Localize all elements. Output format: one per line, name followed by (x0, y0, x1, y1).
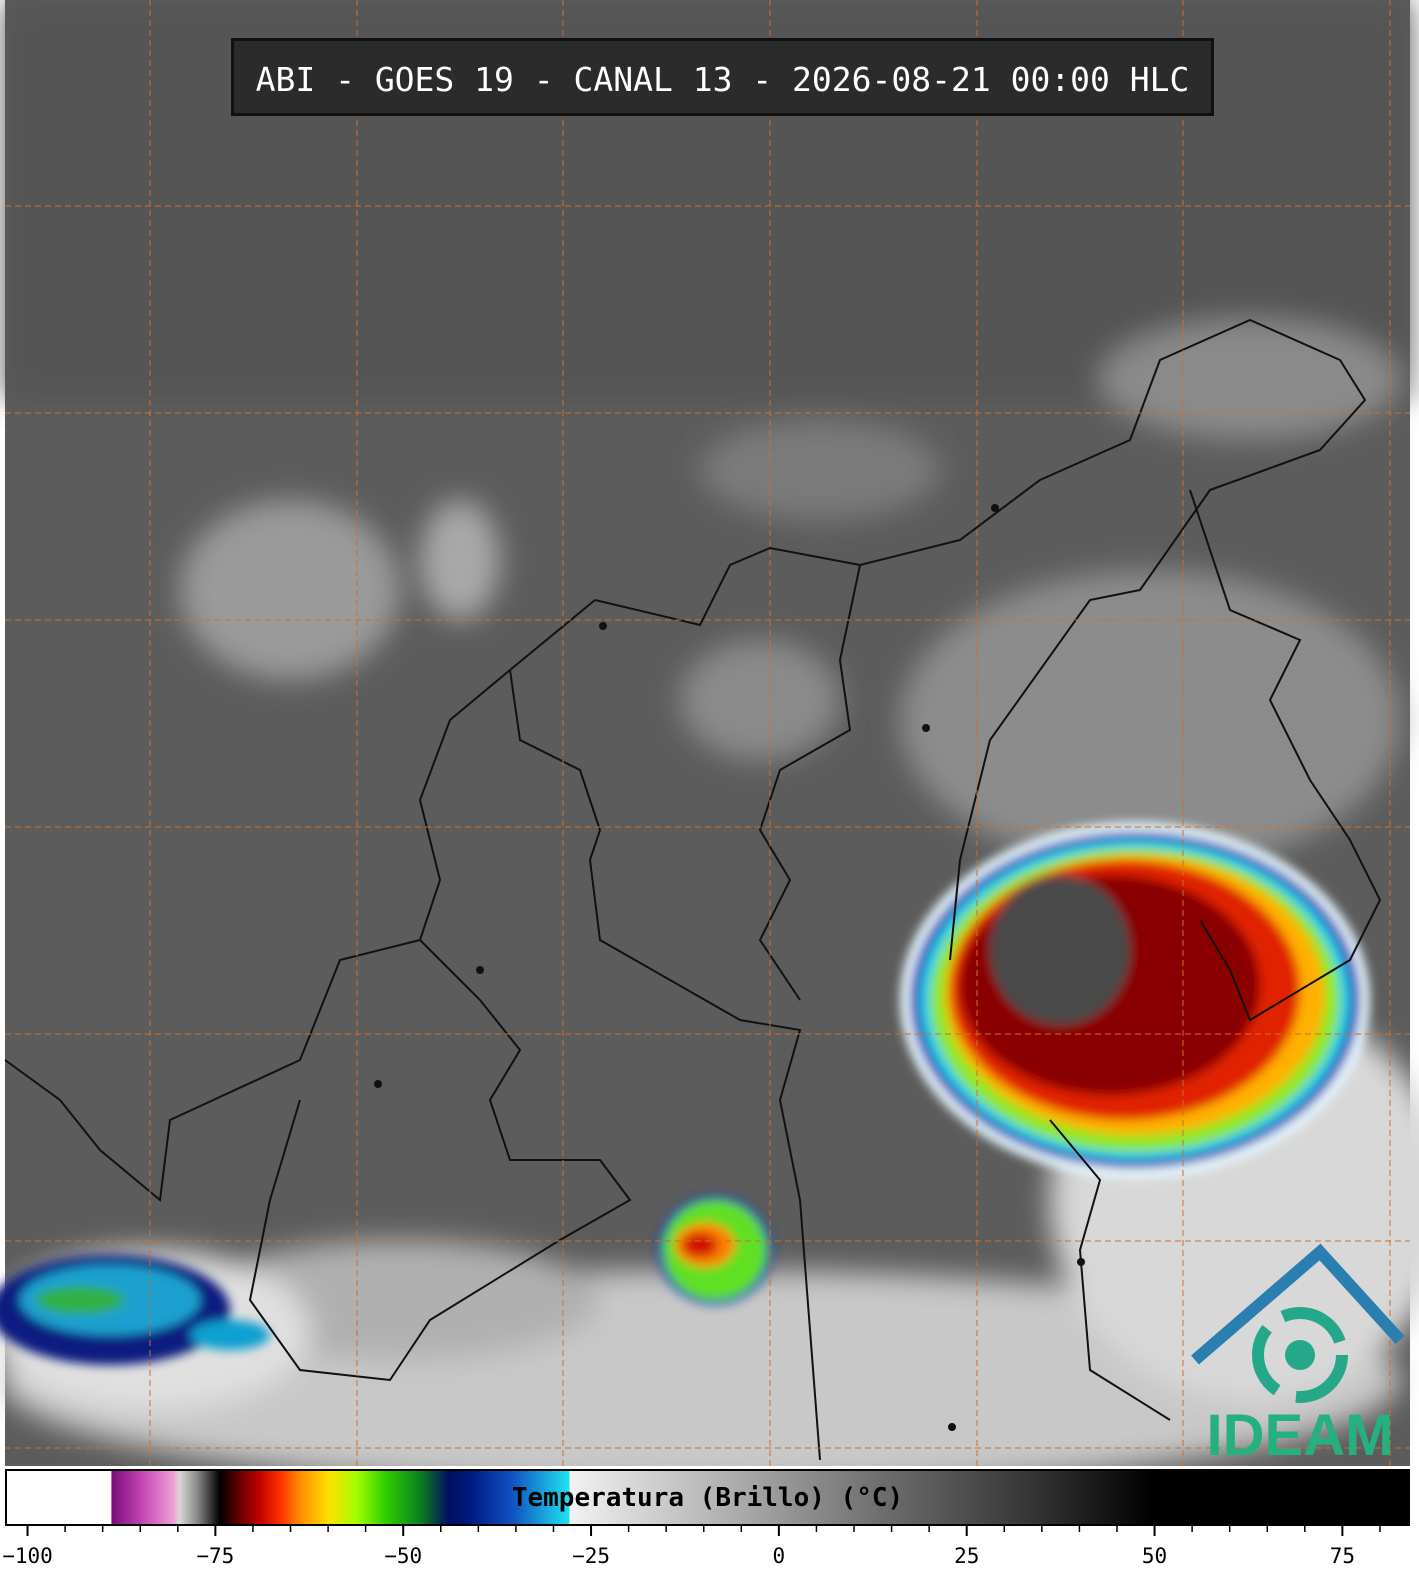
storm-east (900, 822, 1370, 1178)
tick-label: −50 (384, 1544, 422, 1568)
storm-south (657, 1195, 773, 1305)
tick-label: −100 (2, 1544, 53, 1568)
borders (4, 318, 1382, 1461)
graticule (5, 0, 1410, 1466)
cities (374, 504, 1085, 1431)
satellite-map: IDEAM (0, 0, 1419, 1466)
colorbar-label: Temperatura (Brillo) (°C) (511, 1483, 904, 1513)
tick-label: 25 (954, 1544, 979, 1568)
tick-label: −75 (196, 1544, 234, 1568)
colorbar: Temperatura (Brillo) (°C) (5, 1469, 1410, 1526)
title: ABI - GOES 19 - CANAL 13 - 2026-08-21 00… (255, 60, 1190, 99)
tick-label: 0 (773, 1544, 786, 1568)
logo: IDEAM (1191, 1243, 1405, 1466)
cold-tops-west (0, 1255, 270, 1365)
logo-text: IDEAM (1207, 1403, 1394, 1466)
title-box: ABI - GOES 19 - CANAL 13 - 2026-08-21 00… (231, 38, 1214, 116)
tick-label: 75 (1330, 1544, 1355, 1568)
tick-label: −25 (572, 1544, 610, 1568)
tick-label: 50 (1142, 1544, 1167, 1568)
colorbar-axis: −100 −75 −50 −25 0 25 50 75 (2, 1526, 1381, 1568)
